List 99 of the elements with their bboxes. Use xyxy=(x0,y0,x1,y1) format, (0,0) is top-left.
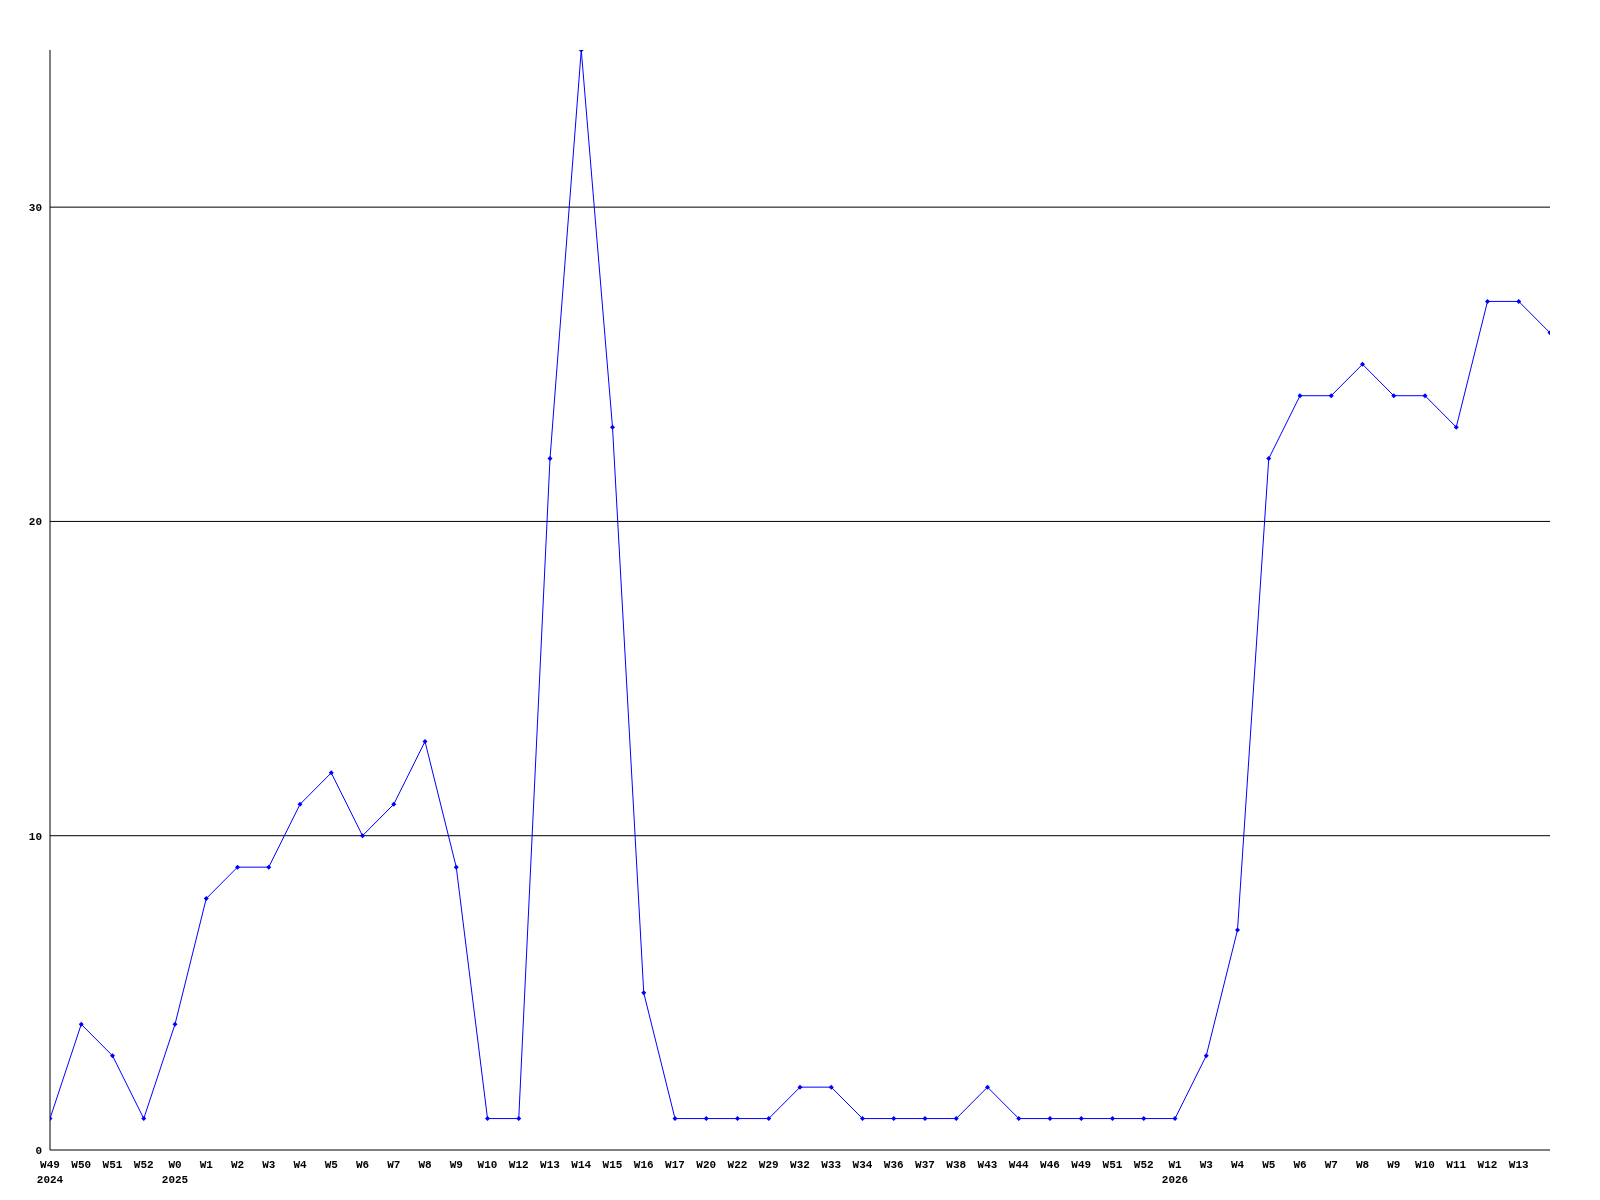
x-tick-label: W11 xyxy=(1446,1159,1467,1171)
point xyxy=(360,833,365,839)
x-tick-label: W1 2026 xyxy=(1161,1159,1189,1186)
y-tick-label: 0 xyxy=(35,1144,42,1157)
x-tick-label: W36 xyxy=(883,1159,904,1171)
x-tick-label: W0 2025 xyxy=(161,1159,189,1186)
x-tick-label: W6 xyxy=(1293,1159,1307,1171)
x-tick-label: W52 xyxy=(133,1159,154,1171)
point xyxy=(1078,1116,1084,1122)
x-tick-label: W16 xyxy=(633,1159,654,1171)
point xyxy=(1485,298,1490,304)
point xyxy=(610,424,615,430)
x-tick-label: W33 xyxy=(821,1159,842,1171)
point xyxy=(985,1084,990,1090)
point xyxy=(516,1116,522,1122)
x-tick-label: W9 xyxy=(449,1159,463,1171)
x-tick-label: W34 xyxy=(852,1159,873,1171)
point xyxy=(735,1116,740,1122)
x-tick-label: W51 xyxy=(102,1159,123,1171)
x-tick-label: W44 xyxy=(1008,1159,1030,1171)
x-tick-label: W38 xyxy=(946,1159,967,1171)
x-tick-label: W5 xyxy=(324,1159,339,1171)
point xyxy=(1110,1116,1115,1122)
x-tick-label: W20 xyxy=(696,1159,717,1171)
x-tick-label: W3 xyxy=(1199,1159,1214,1171)
point xyxy=(1391,393,1397,399)
point xyxy=(266,864,272,870)
point xyxy=(1141,1116,1147,1122)
x-tick-label: W22 xyxy=(727,1159,748,1171)
x-tick-label: W7 xyxy=(387,1159,401,1171)
y-tick-label: 20 xyxy=(28,516,42,529)
x-tick-label: W50 xyxy=(71,1159,92,1171)
point xyxy=(828,1084,834,1090)
x-tick-label: W46 xyxy=(1040,1159,1060,1171)
point xyxy=(547,456,553,462)
line-series xyxy=(50,50,1550,1122)
x-tick-label: W7 xyxy=(1324,1159,1338,1171)
x-tick-label: W17 xyxy=(665,1159,685,1171)
point xyxy=(672,1116,678,1122)
x-tick-label: W8 xyxy=(418,1159,432,1171)
point xyxy=(922,1116,928,1122)
point xyxy=(766,1116,772,1122)
x-tick-label: W29 xyxy=(758,1159,779,1171)
x-tick-label: W43 xyxy=(977,1159,998,1171)
point xyxy=(1453,424,1459,430)
x-tick-label: W14 xyxy=(571,1159,592,1171)
x-tick-label: W32 xyxy=(790,1159,810,1171)
x-tick-label: W4 xyxy=(1230,1159,1245,1171)
x-tick-label: W9 xyxy=(1387,1159,1401,1171)
point xyxy=(1016,1116,1022,1122)
point xyxy=(641,990,647,996)
point xyxy=(1203,1053,1209,1059)
x-tick-label: W13 xyxy=(1508,1159,1530,1171)
point xyxy=(297,801,303,807)
point xyxy=(1297,393,1303,399)
point xyxy=(485,1116,490,1122)
x-tick-label: W10 xyxy=(1415,1159,1435,1171)
point xyxy=(1360,361,1365,367)
point xyxy=(1172,1116,1178,1122)
x-tick-label: W1 xyxy=(199,1159,214,1171)
point xyxy=(1328,393,1334,399)
point xyxy=(453,864,459,870)
point xyxy=(110,1053,115,1059)
x-tick-label: W6 xyxy=(355,1159,370,1171)
point xyxy=(391,801,397,807)
point xyxy=(703,1116,709,1122)
y-tick-label: 30 xyxy=(28,202,42,215)
point xyxy=(797,1084,803,1090)
point xyxy=(1047,1116,1053,1122)
x-tick-label: W37 xyxy=(915,1159,935,1171)
point xyxy=(328,770,334,776)
x-tick-label: W52 xyxy=(1133,1159,1154,1171)
point xyxy=(953,1116,959,1122)
x-tick-label: W12 xyxy=(508,1159,529,1171)
point xyxy=(1235,927,1240,933)
x-tick-label: W51 xyxy=(1102,1159,1123,1171)
x-tick-label: W10 xyxy=(477,1159,498,1171)
point xyxy=(141,1116,147,1122)
x-tick-label: W5 xyxy=(1262,1159,1276,1171)
x-tick-label: W2 xyxy=(230,1159,245,1171)
point xyxy=(422,738,428,744)
point xyxy=(172,1021,178,1027)
point xyxy=(1266,456,1272,462)
x-tick-label: W15 xyxy=(602,1159,623,1171)
x-tick-label: W13 xyxy=(540,1159,561,1171)
x-tick-label: W49 xyxy=(1071,1159,1092,1171)
x-tick-label: W49 2024 xyxy=(36,1159,64,1186)
x-tick-label: W12 xyxy=(1477,1159,1498,1171)
x-tick-label: W4 xyxy=(293,1159,307,1171)
point xyxy=(78,1021,84,1027)
x-tick-label: W3 xyxy=(262,1159,276,1171)
x-tick-label: W8 xyxy=(1355,1159,1370,1171)
point xyxy=(1422,393,1428,399)
point xyxy=(235,864,240,870)
point xyxy=(203,896,209,902)
point xyxy=(891,1116,897,1122)
point xyxy=(860,1116,865,1122)
point xyxy=(1516,298,1522,304)
y-tick-label: 10 xyxy=(28,830,42,843)
